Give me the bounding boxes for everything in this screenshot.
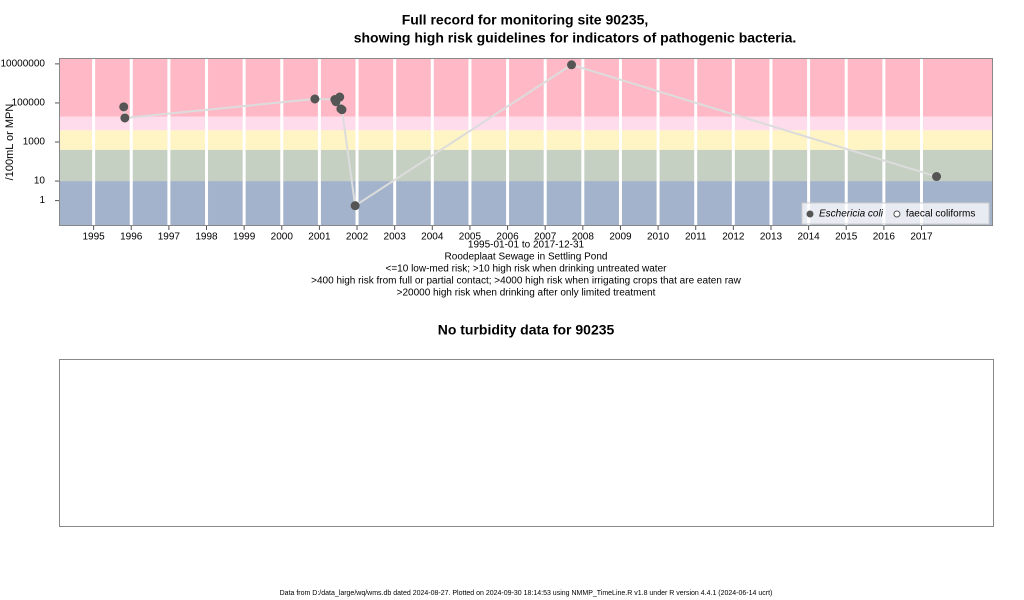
- x-tick-label: 2001: [308, 232, 331, 243]
- x-tick-label: 2008: [572, 232, 595, 243]
- axis-note: >400 high risk from full or partial cont…: [311, 276, 741, 287]
- x-tick-label: 2007: [534, 232, 557, 243]
- risk-band: [59, 130, 993, 150]
- x-tick-label: 2013: [760, 232, 783, 243]
- y-tick-label: 1: [39, 195, 45, 206]
- data-point: [932, 172, 942, 182]
- axis-note: 1995-01-01 to 2017-12-31: [468, 240, 585, 251]
- y-axis-label: /100mL or MPN: [4, 104, 16, 181]
- data-point: [337, 105, 347, 115]
- data-point: [119, 102, 129, 112]
- data-point: [567, 60, 577, 70]
- risk-band: [59, 149, 993, 182]
- plot-frame: [59, 58, 993, 226]
- legend-marker: [806, 210, 814, 218]
- x-tick-label: 2006: [496, 232, 519, 243]
- y-tick-label: 10: [34, 176, 46, 187]
- y-tick-label: 10000000: [1, 59, 46, 70]
- x-tick-label: 2015: [835, 232, 858, 243]
- axis-note: >20000 high risk when drinking after onl…: [397, 288, 656, 299]
- y-tick-label: 1000: [23, 137, 46, 148]
- empty-plot-frame: [59, 359, 994, 527]
- data-point: [350, 201, 360, 211]
- risk-band: [59, 58, 993, 117]
- chart-title: showing high risk guidelines for indicat…: [354, 30, 797, 46]
- footer-note: Data from D:/data_large/wq/wms.db dated …: [280, 590, 773, 597]
- chart-title: Full record for monitoring site 90235,: [402, 12, 649, 28]
- x-tick-label: 2014: [797, 232, 820, 243]
- x-tick-label: 1995: [82, 232, 105, 243]
- chart-title: No turbidity data for 90235: [438, 322, 615, 338]
- risk-band: [59, 116, 993, 131]
- axis-note: <=10 low-med risk; >10 high risk when dr…: [386, 264, 668, 275]
- x-tick-label: 2011: [685, 232, 707, 243]
- x-tick-label: 2005: [459, 232, 482, 243]
- x-tick-label: 2016: [873, 232, 896, 243]
- x-tick-label: 1999: [233, 232, 256, 243]
- x-tick-label: 2012: [722, 232, 745, 243]
- x-tick-label: 2009: [609, 232, 632, 243]
- x-tick-label: 2002: [346, 232, 369, 243]
- y-tick-label: 100000: [12, 98, 46, 109]
- legend-marker: [893, 210, 901, 218]
- x-tick-label: 2000: [271, 232, 294, 243]
- axis-note: Roodeplaat Sewage in Settling Pond: [445, 252, 608, 263]
- x-tick-label: 2004: [421, 232, 444, 243]
- data-point: [120, 113, 130, 123]
- data-point: [335, 92, 345, 102]
- x-tick-label: 2017: [910, 232, 933, 243]
- x-tick-label: 1998: [195, 232, 218, 243]
- x-tick-label: 1996: [120, 232, 143, 243]
- x-tick-label: 2003: [384, 232, 407, 243]
- x-tick-label: 1997: [158, 232, 181, 243]
- data-point: [310, 94, 320, 104]
- legend-label: Eschericia coli: [819, 209, 884, 220]
- x-tick-label: 2010: [647, 232, 670, 243]
- legend-label: faecal coliforms: [906, 209, 975, 220]
